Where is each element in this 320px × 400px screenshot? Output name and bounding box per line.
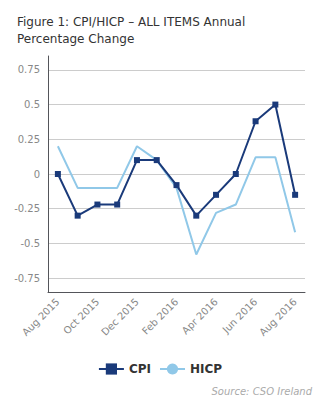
svg-text:Figure 1: CPI/HICP – ALL ITEMS: Figure 1: CPI/HICP – ALL ITEMS Annual: [17, 15, 245, 29]
svg-text:Oct 2015: Oct 2015: [61, 296, 101, 336]
svg-text:Percentage Change: Percentage Change: [17, 32, 134, 46]
svg-text:Apr 2016: Apr 2016: [180, 296, 220, 336]
svg-text:-0.25: -0.25: [14, 203, 40, 214]
svg-text:Jun 2016: Jun 2016: [220, 296, 260, 336]
svg-text:Dec 2015: Dec 2015: [99, 296, 141, 338]
svg-text:0: 0: [34, 169, 40, 180]
svg-text:HICP: HICP: [190, 362, 222, 376]
svg-text:-0.5: -0.5: [20, 238, 40, 249]
svg-text:Aug 2015: Aug 2015: [20, 296, 62, 338]
svg-text:Feb 2016: Feb 2016: [140, 296, 180, 336]
svg-text:0.75: 0.75: [18, 64, 40, 75]
svg-text:0.25: 0.25: [18, 134, 40, 145]
svg-text:CPI: CPI: [129, 362, 151, 376]
svg-text:0.5: 0.5: [24, 99, 40, 110]
svg-text:Source: CSO Ireland: Source: CSO Ireland: [212, 386, 313, 397]
svg-text:Aug 2016: Aug 2016: [257, 296, 299, 338]
svg-text:-0.75: -0.75: [14, 273, 40, 284]
